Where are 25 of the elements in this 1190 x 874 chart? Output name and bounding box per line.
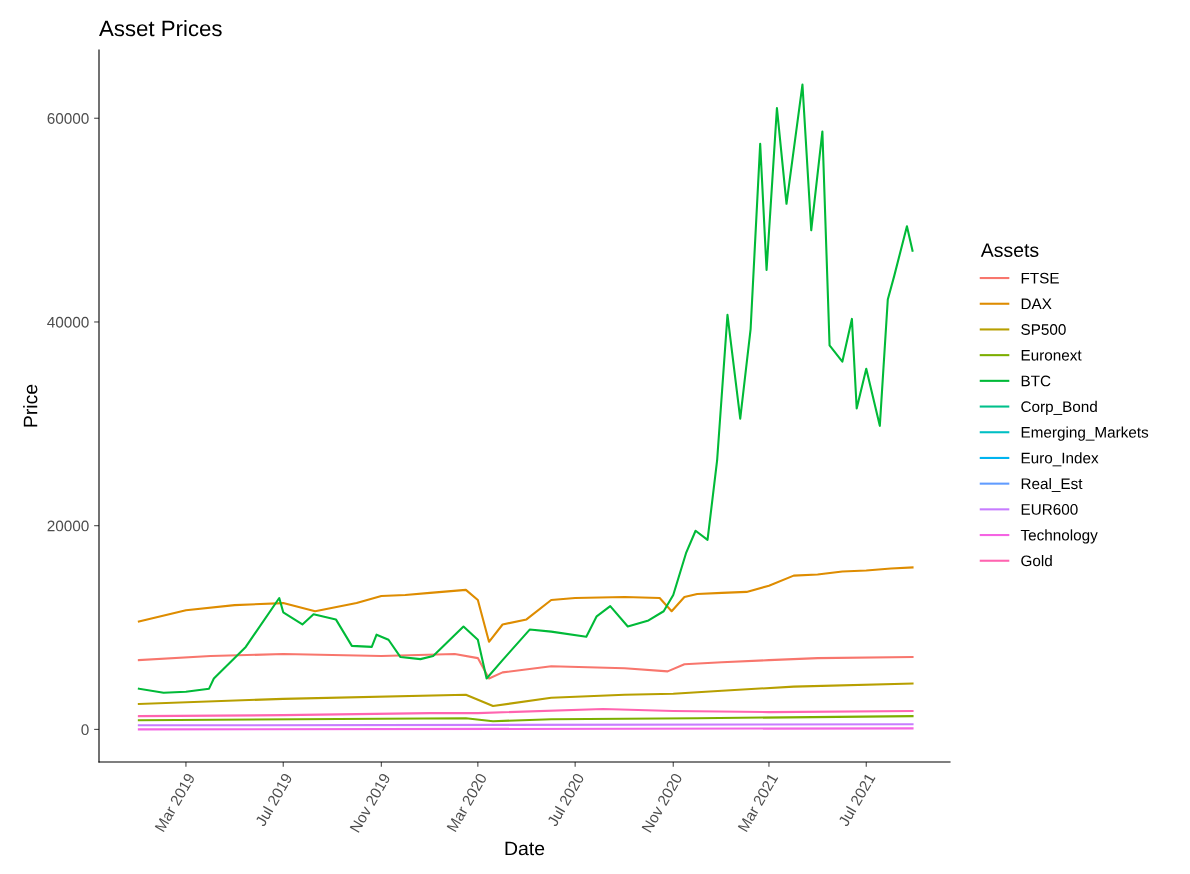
legend-label: Real_Est: [1021, 477, 1083, 493]
y-axis-title: Price: [23, 384, 38, 427]
y-tick-label: 40000: [47, 316, 89, 328]
y-tick-label: 60000: [47, 113, 89, 124]
legend-label: DAX: [1021, 298, 1052, 310]
legend-label: BTC: [1021, 375, 1051, 387]
line-series: [137, 566, 914, 643]
line-series: [137, 652, 914, 680]
legend-label: Corp_Bond: [1021, 400, 1097, 416]
line-series: [137, 707, 914, 718]
legend-label: SP500: [1021, 324, 1066, 335]
y-tick-label: 0: [81, 724, 89, 736]
legend-label: Euro_Index: [1021, 452, 1099, 467]
legend-label: Euronext: [1021, 349, 1082, 361]
legend-label: Technology: [1020, 529, 1098, 544]
x-axis-title: Date: [505, 841, 545, 856]
legend-label: EUR600: [1021, 504, 1078, 515]
line-series: [137, 682, 914, 708]
legend-label: Gold: [1021, 555, 1052, 567]
legend-title: Assets: [980, 243, 1039, 258]
legend-label: FTSE: [1021, 272, 1059, 284]
line-series: [137, 83, 914, 694]
y-tick-label: 20000: [47, 520, 89, 532]
chart-title: Asset Prices: [99, 20, 222, 37]
legend-label: Emerging_Markets: [1021, 426, 1149, 441]
